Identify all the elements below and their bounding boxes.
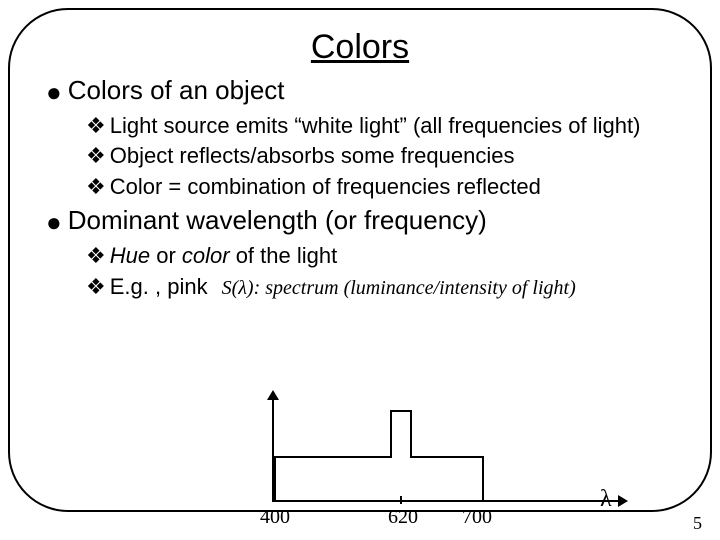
- diamond-icon: ❖: [86, 274, 106, 299]
- list-item: ❖Light source emits “white light” (all f…: [86, 112, 680, 141]
- slide-title: Colors: [40, 28, 680, 67]
- page-number: 5: [693, 513, 702, 534]
- spectrum-graph: 400 620 700 λ: [230, 410, 650, 520]
- spectrum-baseline: [274, 456, 484, 500]
- x-tick-620: 620: [388, 506, 418, 529]
- diamond-icon: ❖: [86, 113, 106, 138]
- color-word: color: [182, 243, 230, 268]
- bullet-dot-icon: ●: [46, 77, 62, 108]
- diamond-icon: ❖: [86, 143, 106, 168]
- peak-tick-mark: [400, 496, 402, 504]
- section-1-heading: ●Colors of an object: [46, 75, 680, 108]
- spectrum-note: S(λ): spectrum (luminance/intensity of l…: [222, 277, 576, 299]
- lambda-axis-label: λ: [600, 486, 612, 513]
- section-2-heading: ●Dominant wavelength (or frequency): [46, 205, 680, 238]
- hue-word: Hue: [110, 243, 150, 268]
- list-item: ❖E.g. , pink S(λ): spectrum (luminance/in…: [86, 273, 680, 302]
- diamond-icon: ❖: [86, 243, 106, 268]
- item-mid: or: [150, 243, 182, 268]
- x-tick-700: 700: [462, 506, 492, 529]
- section-1-text: Colors of an object: [68, 75, 285, 105]
- spectrum-peak: [390, 410, 412, 458]
- list-item: ❖Object reflects/absorbs some frequencie…: [86, 142, 680, 171]
- x-tick-400: 400: [260, 506, 290, 529]
- slide-frame: Colors ●Colors of an object ❖Light sourc…: [8, 8, 712, 512]
- eg-pink: E.g. , pink: [110, 274, 208, 299]
- item-suffix: of the light: [230, 243, 338, 268]
- diamond-icon: ❖: [86, 174, 106, 199]
- x-axis-arrow-icon: [618, 495, 628, 507]
- bullet-dot-icon: ●: [46, 207, 62, 238]
- section-2-text: Dominant wavelength (or frequency): [68, 205, 487, 235]
- item-text: Object reflects/absorbs some frequencies: [110, 143, 515, 168]
- item-text: Color = combination of frequencies refle…: [110, 174, 541, 199]
- x-axis: [272, 500, 622, 502]
- list-item: ❖Color = combination of frequencies refl…: [86, 173, 680, 202]
- list-item: ❖Hue or color of the light: [86, 242, 680, 271]
- item-text: Light source emits “white light” (all fr…: [110, 113, 641, 138]
